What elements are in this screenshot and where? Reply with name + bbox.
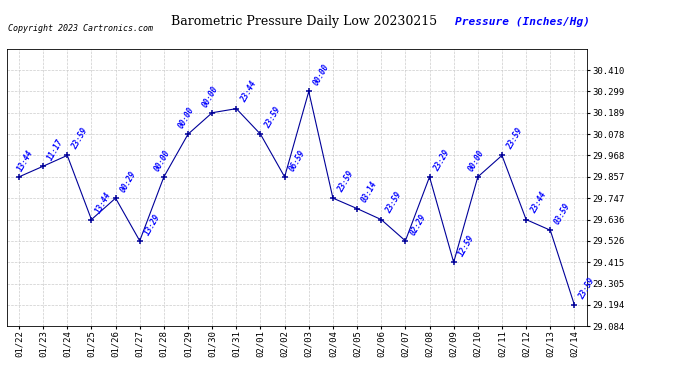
Text: 23:59: 23:59 [505,127,524,151]
Text: 23:59: 23:59 [578,276,597,301]
Text: 00:00: 00:00 [177,105,196,130]
Text: Barometric Pressure Daily Low 20230215: Barometric Pressure Daily Low 20230215 [170,15,437,28]
Text: 23:59: 23:59 [264,105,283,130]
Text: 23:59: 23:59 [70,127,90,151]
Text: Pressure (Inches/Hg): Pressure (Inches/Hg) [455,17,590,27]
Text: 00:00: 00:00 [201,84,220,108]
Text: 23:29: 23:29 [433,148,452,173]
Text: 23:44: 23:44 [239,80,259,105]
Text: 23:59: 23:59 [384,191,404,215]
Text: 13:29: 13:29 [143,212,162,237]
Text: 00:00: 00:00 [312,63,331,87]
Text: 11:17: 11:17 [46,138,66,162]
Text: 23:59: 23:59 [336,170,355,194]
Text: 00:29: 00:29 [119,170,138,194]
Text: 00:00: 00:00 [152,148,172,173]
Text: 13:44: 13:44 [16,148,36,173]
Text: 03:59: 03:59 [553,201,573,226]
Text: 13:44: 13:44 [95,191,114,215]
Text: Copyright 2023 Cartronics.com: Copyright 2023 Cartronics.com [8,24,153,33]
Text: 23:44: 23:44 [529,191,549,215]
Text: 02:29: 02:29 [408,212,428,237]
Text: 00:00: 00:00 [466,148,486,173]
Text: 12:59: 12:59 [457,234,476,258]
Text: 06:59: 06:59 [288,148,307,173]
Text: 03:14: 03:14 [360,180,380,204]
